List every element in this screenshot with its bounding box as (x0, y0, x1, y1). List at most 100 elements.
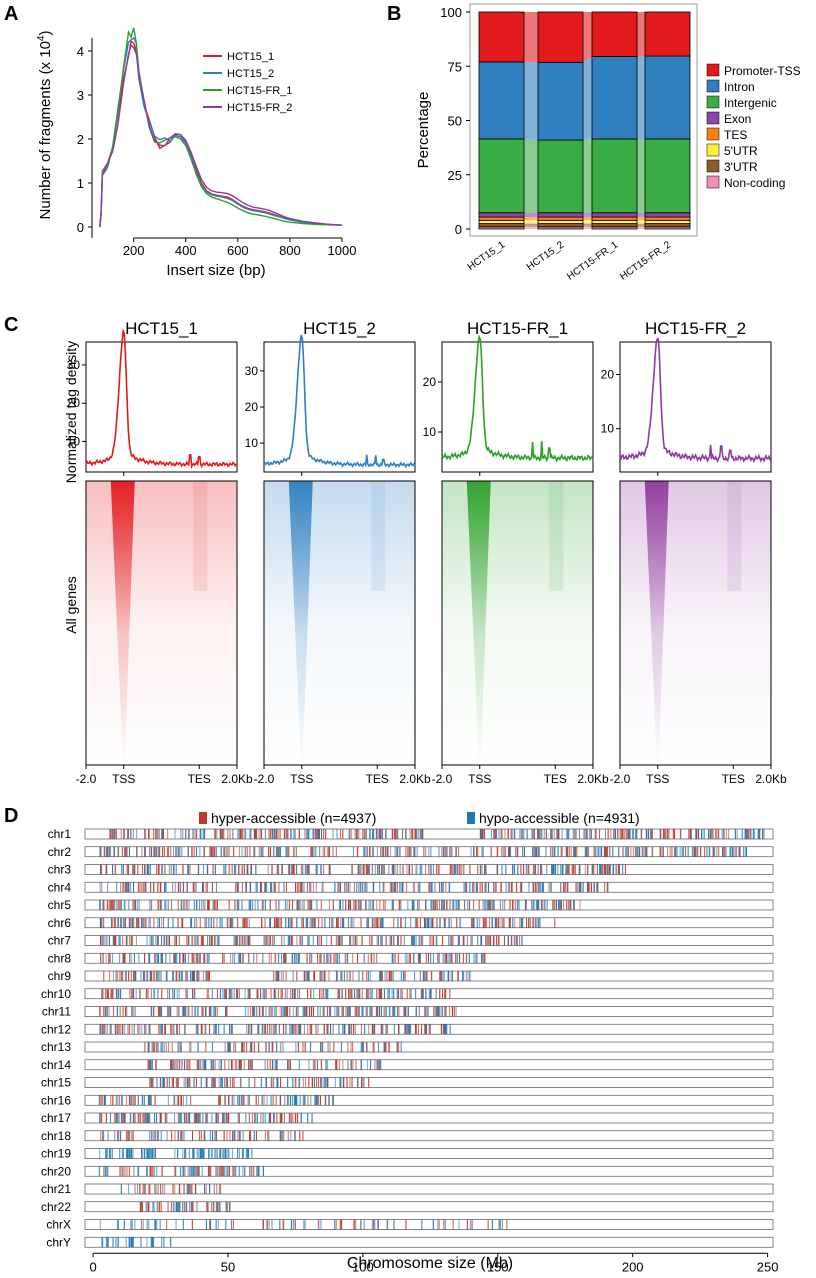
panel-d-accessibility-mark (763, 829, 765, 839)
panel-d-accessibility-mark (352, 935, 354, 946)
panel-d-accessibility-mark (172, 1059, 174, 1070)
panel-d-accessibility-mark (402, 882, 404, 893)
panel-d-accessibility-mark (126, 1006, 128, 1017)
panel-d-accessibility-mark (350, 1024, 352, 1035)
panel-d-accessibility-mark (171, 1077, 173, 1088)
panel-d-accessibility-mark (146, 1219, 148, 1230)
panel-d-accessibility-mark (121, 1166, 123, 1177)
panel-d-accessibility-mark (208, 1148, 210, 1159)
panel-d-accessibility-mark (441, 1006, 443, 1017)
panel-d-accessibility-mark (200, 1077, 202, 1088)
panel-d-accessibility-mark (186, 900, 188, 910)
panel-d-accessibility-mark (328, 900, 330, 910)
panel-d-accessibility-mark (204, 1184, 206, 1194)
panel-d-accessibility-mark (584, 846, 586, 857)
panel-d-accessibility-mark (117, 900, 119, 910)
panel-d-accessibility-mark (209, 1024, 211, 1035)
panel-d-accessibility-mark (188, 829, 190, 839)
panel-d-accessibility-mark (159, 1006, 161, 1017)
panel-d-accessibility-mark (130, 829, 132, 839)
panel-d-accessibility-mark (165, 953, 167, 964)
panel-d-accessibility-mark (134, 1219, 136, 1230)
panel-d-accessibility-mark (334, 1006, 336, 1017)
panel-d-accessibility-mark (371, 988, 373, 999)
panel-d-accessibility-mark (244, 988, 246, 999)
panel-d-accessibility-mark (107, 1166, 109, 1177)
panel-d-accessibility-mark (111, 900, 113, 910)
panel-d-accessibility-mark (310, 917, 312, 928)
panel-d-accessibility-mark (322, 1006, 324, 1017)
panel-d-accessibility-mark (294, 829, 296, 839)
panel-d-accessibility-mark (129, 1095, 131, 1106)
panel-d-accessibility-mark (473, 846, 475, 857)
panel-d-chromosome-bar (84, 864, 774, 875)
panel-d-accessibility-mark (111, 988, 113, 999)
panel-d-accessibility-mark (238, 864, 240, 875)
panel-d-accessibility-mark (400, 988, 402, 999)
panel-d-accessibility-mark (186, 935, 188, 946)
panel-d-accessibility-mark (187, 1113, 189, 1123)
panel-d-accessibility-mark (325, 829, 327, 839)
panel-d-accessibility-mark (160, 1201, 162, 1212)
panel-d-accessibility-mark (130, 1095, 132, 1106)
panel-d-accessibility-mark (308, 971, 310, 981)
panel-d-accessibility-mark (578, 829, 580, 839)
panel-d-accessibility-mark (279, 1219, 281, 1230)
panel-d-accessibility-mark (183, 1166, 185, 1177)
panel-c-xtick-label: TSS (112, 772, 135, 786)
panel-d-accessibility-mark (178, 988, 180, 999)
panel-d-accessibility-mark (221, 1166, 223, 1177)
panel-d-accessibility-mark (234, 864, 236, 875)
panel-d-accessibility-mark (143, 1095, 145, 1106)
panel-c-ytick-label: 10 (423, 425, 437, 439)
panel-d-accessibility-mark (410, 917, 412, 928)
panel-d-accessibility-mark (185, 988, 187, 999)
panel-d-accessibility-mark (445, 953, 447, 964)
panel-d-accessibility-mark (220, 1148, 222, 1159)
panel-d-accessibility-mark (389, 935, 391, 946)
panel-d-accessibility-mark (184, 1006, 186, 1017)
panel-d-accessibility-mark (391, 953, 393, 964)
panel-b-bar-segment (591, 11, 638, 57)
panel-d-accessibility-mark (346, 1077, 348, 1088)
panel-d-accessibility-mark (202, 935, 204, 946)
panel-d-accessibility-mark (287, 1077, 289, 1088)
panel-d-accessibility-mark (298, 882, 300, 893)
panel-d-accessibility-mark (280, 1113, 282, 1123)
panel-d-accessibility-mark (99, 1113, 101, 1123)
panel-d-accessibility-mark (481, 846, 483, 857)
panel-d-accessibility-mark (117, 1024, 119, 1035)
panel-d-accessibility-mark (361, 1077, 363, 1088)
panel-d-accessibility-mark (635, 829, 637, 839)
panel-d-accessibility-mark (394, 864, 396, 875)
panel-d-accessibility-mark (390, 846, 392, 857)
panel-d-accessibility-mark (237, 900, 239, 910)
panel-d-accessibility-mark (128, 1148, 130, 1159)
panel-d-accessibility-mark (526, 829, 528, 839)
panel-d-accessibility-mark (535, 882, 537, 893)
panel-d-accessibility-mark (161, 1024, 163, 1035)
panel-d-accessibility-mark (111, 900, 113, 910)
panel-d-accessibility-mark (343, 1077, 345, 1088)
panel-d-accessibility-mark (245, 1006, 247, 1017)
panel-d-accessibility-mark (330, 935, 332, 946)
panel-c-xtick-label: 2.0Kb (755, 772, 787, 786)
panel-d-accessibility-mark (328, 846, 330, 857)
panel-d-accessibility-mark (180, 1130, 182, 1141)
panel-d-accessibility-mark (180, 1113, 182, 1123)
panel-d-accessibility-mark (193, 1148, 195, 1159)
panel-d-accessibility-mark (299, 988, 301, 999)
panel-d-accessibility-mark (105, 1113, 107, 1123)
panel-d-accessibility-mark (682, 846, 684, 857)
panel-d-accessibility-mark (141, 1148, 143, 1159)
panel-d-accessibility-mark (473, 882, 475, 893)
panel-d-accessibility-mark (229, 1024, 231, 1035)
panel-b-legend-label: Exon (724, 112, 751, 126)
panel-d-accessibility-mark (563, 882, 565, 893)
panel-d-accessibility-mark (378, 917, 380, 928)
panel-d-accessibility-mark (379, 829, 381, 839)
panel-d-accessibility-mark (107, 1148, 109, 1159)
panel-d-accessibility-mark (241, 1042, 243, 1052)
panel-d-accessibility-mark (359, 900, 361, 910)
panel-d-accessibility-mark (304, 829, 306, 839)
